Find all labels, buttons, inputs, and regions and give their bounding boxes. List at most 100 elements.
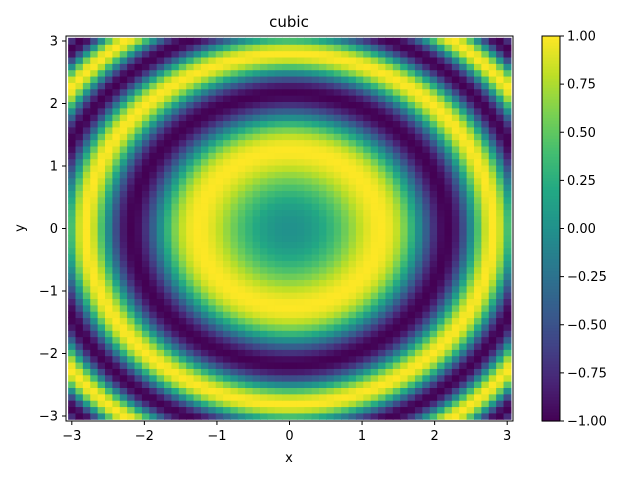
heatmap-cell (223, 266, 232, 274)
heatmap-cell (186, 50, 195, 58)
heatmap-cell (385, 44, 394, 52)
heatmap-cell (311, 209, 320, 217)
heatmap-cell (311, 260, 320, 268)
heatmap-cell (451, 311, 460, 319)
heatmap-cell (282, 196, 291, 204)
heatmap-cell (134, 75, 143, 83)
heatmap-cell (200, 196, 209, 204)
heatmap-cell (171, 285, 180, 293)
heatmap-cell (481, 209, 490, 217)
heatmap-cell (503, 126, 512, 134)
heatmap-cell (319, 228, 327, 236)
heatmap-cell (171, 330, 180, 338)
heatmap-cell (141, 241, 150, 249)
heatmap-cell (407, 120, 416, 128)
heatmap-cell (171, 279, 180, 287)
heatmap-cell (119, 355, 128, 363)
heatmap-cell (444, 164, 453, 172)
heatmap-cell (348, 145, 357, 153)
heatmap-cell (414, 158, 423, 166)
heatmap-cell (473, 412, 482, 420)
heatmap-cell (370, 222, 379, 230)
heatmap-cell (134, 177, 143, 185)
heatmap-cell (429, 323, 438, 331)
heatmap-cell (311, 368, 320, 376)
heatmap-cell (341, 158, 350, 166)
heatmap-cell (68, 184, 77, 191)
heatmap-cell (481, 406, 490, 414)
heatmap-cell (355, 241, 364, 249)
heatmap-cell (230, 120, 239, 128)
heatmap-cell (444, 304, 453, 312)
heatmap-cell (378, 311, 387, 319)
heatmap-cell (105, 145, 113, 153)
heatmap-cell (245, 114, 254, 122)
heatmap-cell (496, 330, 505, 338)
heatmap-cell (429, 304, 438, 312)
heatmap-cell (348, 355, 357, 363)
heatmap-cell (496, 196, 505, 204)
heatmap-cell (267, 82, 276, 90)
heatmap-cell (141, 171, 150, 179)
heatmap-cell (97, 158, 106, 166)
heatmap-cell (141, 75, 150, 83)
heatmap-cell (134, 88, 143, 96)
heatmap-cell (296, 368, 305, 376)
heatmap-cell (378, 120, 387, 128)
heatmap-cell (171, 139, 180, 147)
heatmap-cell (223, 311, 232, 319)
heatmap-cell (385, 323, 394, 331)
heatmap-cell (444, 406, 453, 414)
heatmap-cell (141, 228, 150, 236)
heatmap-cell (274, 215, 283, 223)
heatmap-cell (319, 292, 327, 300)
heatmap-cell (451, 152, 460, 160)
heatmap-cell (237, 317, 246, 325)
heatmap-cell (466, 222, 475, 230)
heatmap-cell (473, 171, 482, 179)
heatmap-cell (200, 190, 209, 198)
heatmap-cell (385, 400, 394, 408)
heatmap-cell (274, 196, 283, 204)
heatmap-cell (200, 228, 209, 236)
heatmap-cell (82, 260, 91, 268)
heatmap-cell (503, 145, 512, 153)
heatmap-cell (105, 253, 113, 261)
heatmap-cell (444, 317, 453, 325)
heatmap-cell (215, 272, 224, 280)
heatmap-cell (348, 241, 357, 249)
heatmap-cell (400, 95, 409, 102)
heatmap-cell (326, 311, 335, 319)
heatmap-cell (193, 298, 202, 306)
heatmap-cell (97, 361, 106, 369)
heatmap-cell (459, 349, 468, 357)
heatmap-cell (178, 241, 187, 249)
heatmap-cell (466, 311, 475, 319)
heatmap-cell (230, 412, 239, 420)
heatmap-cell (252, 88, 261, 96)
heatmap-cell (134, 317, 143, 325)
heatmap-cell (112, 406, 121, 414)
heatmap-cell (97, 164, 106, 172)
heatmap-cell (223, 215, 232, 223)
colorbar-segment (542, 51, 560, 55)
heatmap-cell (414, 196, 423, 204)
heatmap-cell (451, 336, 460, 344)
heatmap-cell (82, 400, 91, 408)
heatmap-cell (437, 304, 446, 312)
heatmap-cell (237, 336, 246, 344)
heatmap-cell (164, 133, 173, 141)
heatmap-cell (200, 387, 209, 395)
heatmap-cell (215, 241, 224, 249)
heatmap-cell (208, 56, 217, 64)
heatmap-cell (68, 349, 77, 357)
colorbar-segment (542, 258, 560, 263)
heatmap-cell (90, 145, 99, 153)
heatmap-cell (68, 266, 77, 274)
heatmap-cell (171, 152, 180, 160)
heatmap-cell (112, 75, 121, 83)
heatmap-cell (481, 95, 490, 102)
heatmap-cell (422, 292, 431, 300)
heatmap-cell (451, 107, 460, 115)
heatmap-cell (68, 336, 77, 344)
